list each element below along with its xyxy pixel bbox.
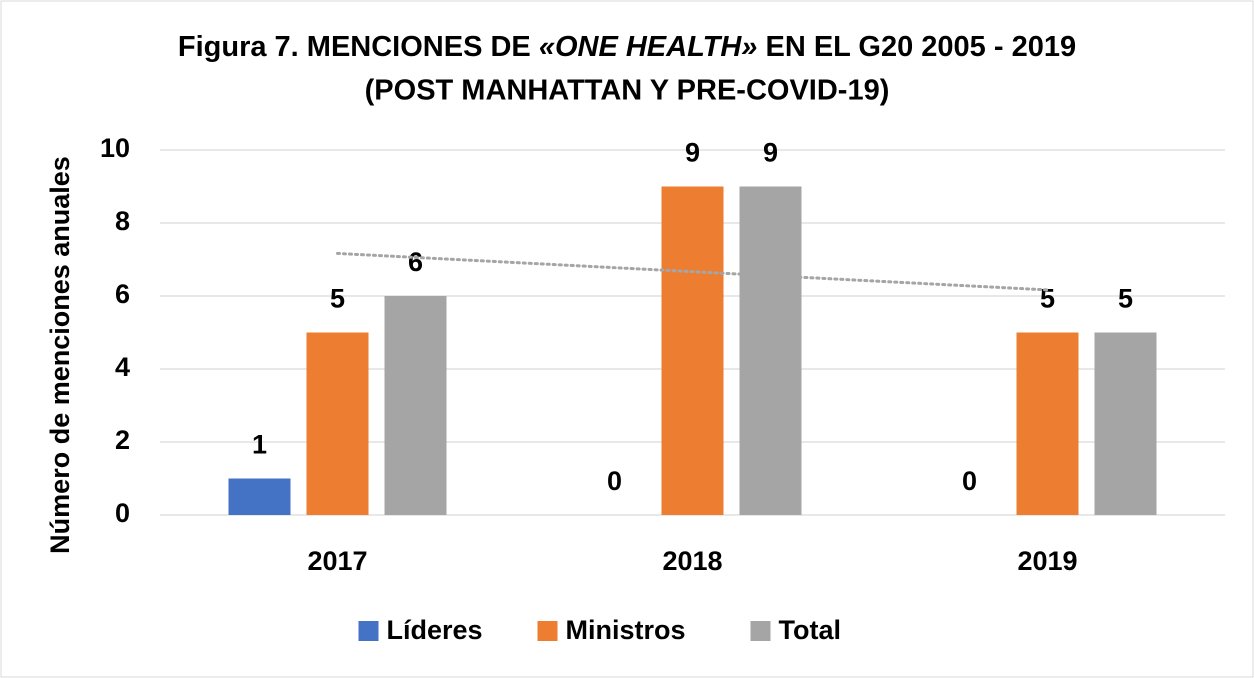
chart-subtitle: (POST MANHATTAN Y PRE-COVID-19): [365, 75, 890, 107]
bar: [384, 296, 447, 515]
y-tick-label: 10: [100, 133, 130, 163]
data-label: 0: [962, 466, 977, 496]
trendline: [336, 251, 1049, 292]
data-label: 1: [252, 430, 267, 460]
x-tick-label: 2018: [662, 546, 722, 576]
data-label: 6: [408, 247, 423, 277]
y-tick-label: 0: [115, 498, 130, 528]
y-axis-label: Número de menciones anuales: [45, 156, 75, 554]
x-tick-label: 2019: [1017, 546, 1077, 576]
data-label: 5: [1040, 284, 1055, 314]
y-tick-label: 8: [115, 206, 130, 236]
y-tick-label: 6: [115, 279, 130, 309]
title-part: Figura 7. MENCIONES DE: [178, 31, 539, 63]
x-tick-label: 2017: [307, 546, 367, 576]
data-label: 9: [685, 138, 700, 168]
bar: [306, 332, 369, 515]
bar: [1016, 332, 1079, 515]
bar: [739, 186, 802, 515]
legend-label: Líderes: [387, 615, 483, 645]
y-tick-label: 4: [115, 352, 130, 382]
legend-label: Total: [779, 615, 842, 645]
legend-swatch: [750, 621, 771, 641]
data-label: 5: [1118, 284, 1133, 314]
data-label: 0: [607, 466, 622, 496]
title-part: EN EL G20 2005 - 2019: [757, 31, 1076, 63]
bar: [1094, 332, 1157, 515]
title-part: «ONE HEALTH»: [539, 31, 758, 63]
data-label: 5: [330, 284, 345, 314]
legend-swatch: [358, 621, 379, 641]
bar: [661, 186, 724, 515]
legend-swatch: [537, 621, 558, 641]
chart-title: Figura 7. MENCIONES DE «ONE HEALTH» EN E…: [178, 31, 1076, 63]
legend-label: Ministros: [566, 615, 686, 645]
bar: [228, 478, 291, 515]
y-tick-label: 2: [115, 425, 130, 455]
data-label: 9: [763, 138, 778, 168]
